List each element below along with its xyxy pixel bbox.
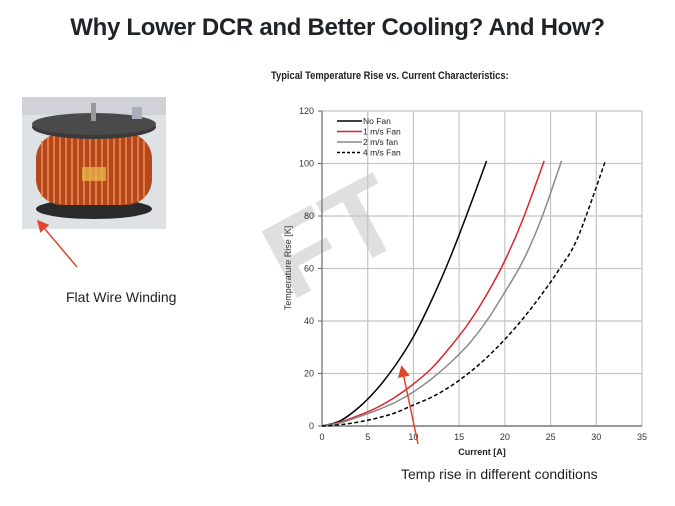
photo-annotation-arrow [37, 219, 78, 268]
x-tick-label: 20 [500, 432, 510, 442]
series-line [321, 160, 607, 427]
chart-grid [322, 110, 643, 426]
slide-title: Why Lower DCR and Better Cooling? And Ho… [70, 14, 605, 41]
y-tick-label: 0 [309, 421, 314, 431]
chart-annotation-arrow [397, 365, 419, 445]
x-axis-label: Current [A] [458, 447, 506, 457]
inductor-photo [22, 97, 166, 229]
series-line [321, 160, 545, 427]
chart-caption: Temp rise in different conditions [401, 466, 598, 482]
series-line [321, 160, 488, 427]
y-axis-label: Temperature Rise [K] [283, 226, 293, 311]
x-tick-label: 25 [546, 432, 556, 442]
series-line [321, 160, 563, 427]
y-tick-label: 60 [304, 264, 314, 274]
x-tick-label: 0 [319, 432, 324, 442]
y-tick-label: 80 [304, 211, 314, 221]
legend-entry: 2 m/s fan [363, 137, 398, 147]
y-tick-label: 120 [299, 106, 314, 116]
photo-label: Flat Wire Winding [66, 289, 177, 305]
x-tick-label: 35 [637, 432, 647, 442]
chart-title: Typical Temperature Rise vs. Current Cha… [271, 70, 509, 82]
y-tick-label: 20 [304, 369, 314, 379]
x-tick-label: 10 [408, 432, 418, 442]
inductor-illustration [22, 97, 166, 229]
draft-watermark: FT [244, 151, 420, 323]
y-tick-label: 100 [299, 159, 314, 169]
y-tick-label: 40 [304, 316, 314, 326]
chart-axes: 0 5 10 15 20 25 30 35 0 20 40 60 80 100 120 [299, 106, 647, 442]
legend-entry: No Fan [363, 116, 391, 126]
legend-entry: 1 m/s Fan [363, 127, 401, 137]
x-tick-label: 15 [454, 432, 464, 442]
x-tick-label: 5 [365, 432, 370, 442]
legend-entry: 4 m/s Fan [363, 148, 401, 158]
svg-text:FT: FT [244, 151, 420, 323]
chart-series [321, 160, 607, 427]
x-tick-label: 30 [591, 432, 601, 442]
